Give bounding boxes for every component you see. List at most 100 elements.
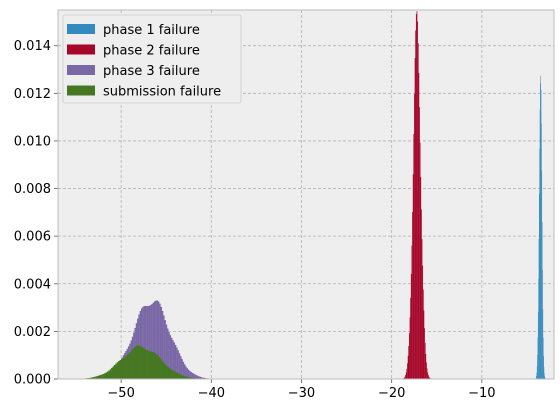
bar-3-27 xyxy=(113,364,116,379)
bar-2-53 xyxy=(163,315,165,379)
bar-3-51 xyxy=(147,350,150,379)
bar-2-59 xyxy=(170,337,173,379)
series-phase-1-failure xyxy=(535,75,546,380)
bar-2-79 xyxy=(196,375,199,379)
bar-3-21 xyxy=(105,372,108,379)
bar-1-15 xyxy=(408,345,410,379)
bar-2-68 xyxy=(182,361,185,379)
bar-0-14 xyxy=(540,83,541,380)
bar-1-48 xyxy=(429,377,430,379)
bar-2-81 xyxy=(199,376,202,379)
legend-swatch-1 xyxy=(67,44,95,55)
bar-1-14 xyxy=(407,355,409,379)
bar-3-71 xyxy=(175,372,178,379)
bar-2-72 xyxy=(187,369,190,379)
y-tick-label-7: 0.014 xyxy=(14,39,51,54)
bar-3-56 xyxy=(154,353,157,379)
bar-0-2 xyxy=(535,377,537,379)
y-tick-label-6: 0.012 xyxy=(14,87,51,102)
bar-1-9 xyxy=(404,376,406,379)
bar-3-45 xyxy=(139,345,141,379)
bar-3-17 xyxy=(99,374,102,379)
bar-0-13 xyxy=(539,109,541,380)
bar-3-62 xyxy=(163,362,165,379)
bar-3-78 xyxy=(185,376,188,379)
bar-3-16 xyxy=(98,375,101,379)
bar-3-70 xyxy=(174,371,176,379)
bar-1-46 xyxy=(427,375,429,379)
bar-3-29 xyxy=(116,362,119,379)
bar-2-80 xyxy=(198,376,200,379)
bar-2-63 xyxy=(176,347,178,379)
bar-0-20 xyxy=(542,269,543,379)
bar-3-38 xyxy=(129,352,131,379)
x-tick-label-0: −50 xyxy=(107,386,134,401)
bar-1-10 xyxy=(405,375,406,379)
bar-3-43 xyxy=(136,345,138,379)
legend-label-3: submission failure xyxy=(103,85,221,100)
bar-0-6 xyxy=(537,354,538,379)
bar-2-56 xyxy=(167,328,169,379)
bar-0-3 xyxy=(536,376,537,379)
plot-frame xyxy=(57,9,555,380)
bar-2-58 xyxy=(169,335,172,379)
bar-0-23 xyxy=(543,356,544,379)
bar-3-58 xyxy=(157,355,159,379)
bar-3-60 xyxy=(160,358,162,379)
bar-3-19 xyxy=(102,373,105,379)
bar-2-83 xyxy=(202,377,204,379)
x-tick-label-2: −30 xyxy=(288,386,315,401)
bar-3-32 xyxy=(120,359,123,379)
bar-3-73 xyxy=(178,373,180,379)
bar-3-63 xyxy=(164,364,166,379)
bar-3-26 xyxy=(112,366,115,379)
bar-0-16 xyxy=(540,89,542,379)
bar-1-23 xyxy=(413,134,415,379)
y-tick-label-3: 0.006 xyxy=(14,230,51,245)
bar-2-43 xyxy=(150,305,152,379)
legend-swatch-0 xyxy=(67,24,95,34)
bar-1-24 xyxy=(414,94,415,379)
bar-2-74 xyxy=(190,371,192,379)
bar-1-25 xyxy=(414,58,416,379)
bar-2-61 xyxy=(173,342,175,379)
bar-0-22 xyxy=(542,337,544,379)
legend: phase 1 failure phase 2 failure phase 3 fa… xyxy=(62,14,242,104)
bar-3-36 xyxy=(126,355,129,379)
bar-3-41 xyxy=(133,347,136,379)
bar-3-31 xyxy=(119,359,122,379)
bar-3-28 xyxy=(115,363,117,379)
bar-2-41 xyxy=(147,306,149,379)
bar-3-47 xyxy=(141,347,144,379)
bar-1-37 xyxy=(422,265,424,379)
bar-1-32 xyxy=(419,107,420,379)
bar-2-40 xyxy=(146,305,148,379)
bar-3-54 xyxy=(151,351,154,379)
bar-1-21 xyxy=(412,212,413,379)
bar-2-69 xyxy=(183,364,186,379)
bar-1-12 xyxy=(406,368,408,379)
bar-1-38 xyxy=(422,289,424,379)
bar-1-34 xyxy=(420,177,422,379)
bar-3-46 xyxy=(140,346,143,379)
bar-2-55 xyxy=(165,324,168,379)
bar-1-20 xyxy=(411,245,413,379)
bar-2-51 xyxy=(160,306,162,379)
bar-3-65 xyxy=(167,366,169,379)
bar-1-22 xyxy=(412,174,414,379)
bar-1-42 xyxy=(425,353,427,379)
bar-1-33 xyxy=(419,142,421,379)
bar-1-31 xyxy=(418,73,420,379)
bar-1-47 xyxy=(428,376,430,379)
bar-2-44 xyxy=(151,303,153,379)
bar-2-35 xyxy=(139,310,142,379)
legend-label-1: phase 2 failure xyxy=(103,44,200,59)
bar-2-64 xyxy=(177,350,179,379)
x-tick-label-4: −10 xyxy=(468,386,495,401)
bar-3-13 xyxy=(94,376,96,379)
axes: −50 −40 −30 −20 −10 0.000 0.002 0.004 0.006 0.008… xyxy=(14,9,555,401)
bar-3-68 xyxy=(171,369,173,379)
bar-2-84 xyxy=(203,377,205,379)
histogram-bars xyxy=(77,11,546,380)
